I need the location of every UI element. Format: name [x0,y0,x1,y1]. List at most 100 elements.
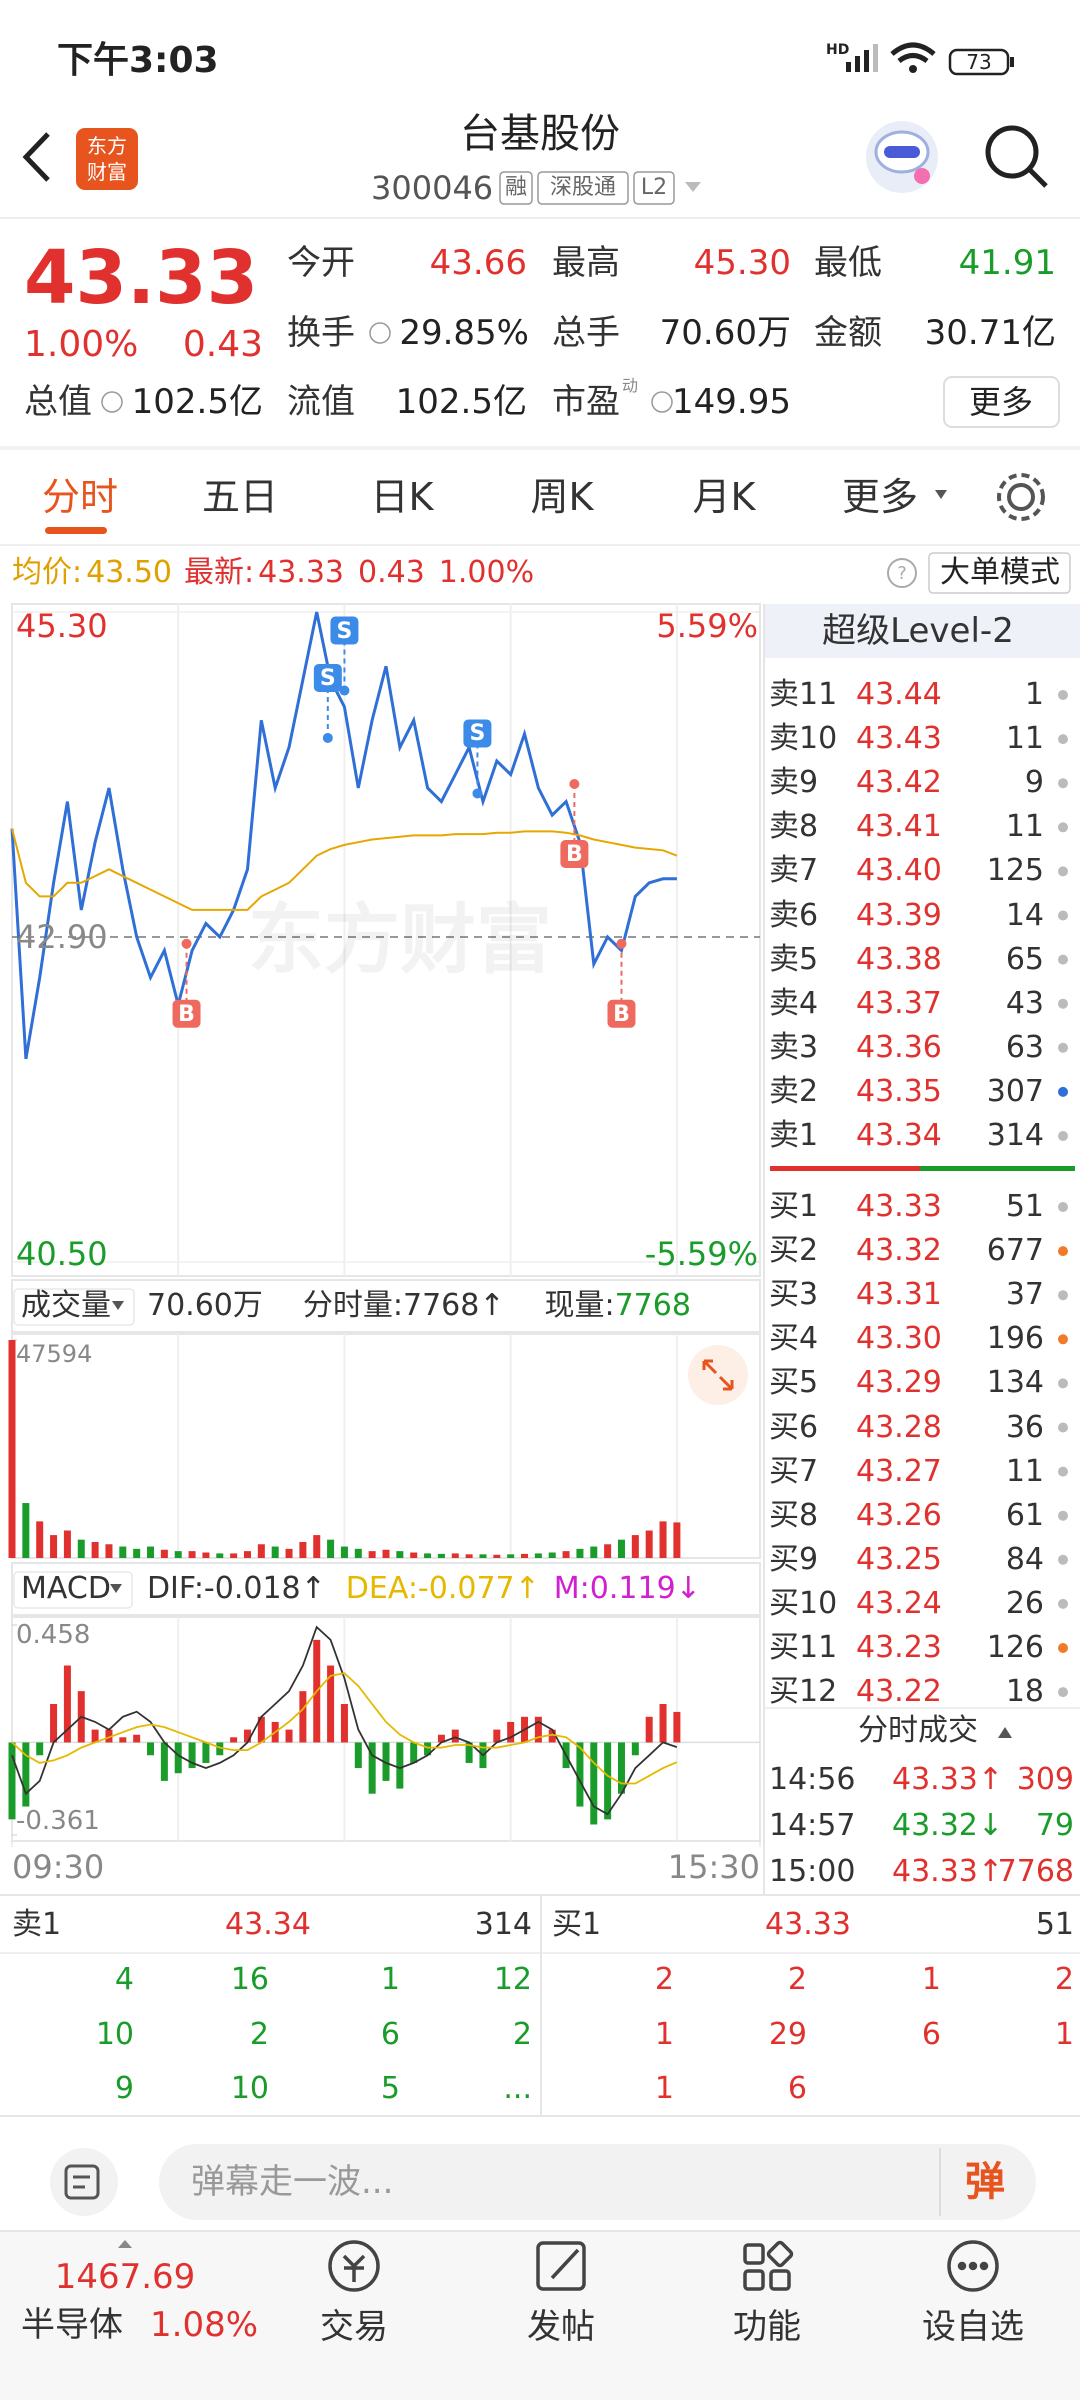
order-price: 43.43 [856,721,942,757]
order-qty: 26 [1005,1585,1044,1621]
more-button[interactable] [943,376,1060,428]
tab[interactable]: 更多 [841,475,919,519]
volume-bar [396,1551,404,1558]
comment-input[interactable] [159,2144,1036,2220]
order-qty: 11 [1005,1453,1044,1489]
tab[interactable]: 五日 [201,475,279,519]
change: 0.43 [182,324,263,365]
volume-bar [465,1554,473,1558]
order-price: 43.26 [856,1497,942,1533]
comment-placeholder[interactable]: 弹幕走一波... [191,2162,394,2202]
nav-item[interactable]: 功能 [733,2307,801,2347]
macd-bar [631,1742,639,1756]
watermark: 东方财富 [248,895,552,984]
nav-item[interactable]: 发帖 [527,2307,595,2347]
text: DEA:-0.077↑ [345,1571,540,1606]
macd-bar [105,1729,113,1743]
chart-marks [8,604,1068,1847]
nav-item[interactable]: 交易 [320,2307,388,2347]
order-dot [1058,1378,1068,1389]
macd-bar [437,1734,445,1743]
y-tick-label: -0.361 [16,1806,100,1836]
logo-text: 财富 [87,160,127,184]
queue-order: 6 [921,2016,941,2052]
queue-order: 1 [1054,2016,1074,2052]
tab[interactable]: 月K [692,475,756,519]
trade-price: 43.33↑ [892,1762,1004,1797]
volume-bar [105,1544,113,1558]
info-icons [101,322,673,413]
index-name[interactable]: 半导体 [21,2305,123,2345]
marker-label: B [565,841,583,867]
text: 43.33 [258,555,344,590]
macd-bar [119,1737,127,1743]
macd-bar [548,1729,556,1743]
help-icon[interactable] [887,558,917,588]
order-price: 43.25 [856,1541,942,1577]
order-label: 买12 [769,1674,838,1710]
order-qty: 126 [986,1630,1044,1665]
stat-label: 换手 [287,313,355,353]
tab[interactable]: 周K [530,475,594,519]
macd-bar [576,1742,584,1807]
macd-bar [382,1742,390,1781]
volume-bar [285,1548,293,1558]
stat-label: 最高 [552,243,620,283]
volume-bar [327,1539,335,1558]
more-button-text[interactable]: 更多 [968,383,1034,421]
expand-icon[interactable] [688,1345,748,1405]
queue-order: 2 [654,1962,674,1997]
order-dot [1058,866,1068,877]
queue-order: 16 [230,1962,269,1997]
order-price: 43.32 [856,1233,942,1269]
marker-box [172,999,201,1028]
macd-bar [410,1742,418,1763]
comment-icon[interactable] [50,2148,118,2216]
volume-bar [507,1554,515,1558]
index-change[interactable]: 1.08% [150,2305,259,2345]
y-tick-label: 0.458 [16,1620,91,1650]
order-price: 43.40 [856,853,942,889]
macd-bar [396,1742,404,1789]
volume-bar [50,1535,58,1558]
order-qty: 1 [1024,677,1044,712]
volume-bar [63,1530,71,1558]
volume-bar [451,1553,459,1558]
order-label: 卖3 [769,1029,819,1065]
status-time: 下午3:03 [57,40,219,81]
volume-bar [659,1521,667,1558]
price-line [10,611,677,1060]
search-icon[interactable] [985,125,1048,188]
logo [76,128,138,190]
order-price: 43.29 [856,1365,942,1401]
queue-order: 5 [380,2071,400,2106]
marker-dot [472,788,483,799]
order-label: 卖7 [769,853,819,889]
settings-icon[interactable] [997,473,1045,521]
volume-bar [645,1530,653,1558]
volume-bar [133,1548,141,1558]
robot-avatar[interactable] [866,121,938,193]
volume-bar [368,1551,376,1558]
danmaku-button[interactable]: 弹 [965,2159,1005,2205]
order-qty: 63 [1005,1029,1044,1065]
avg-price-line [11,828,678,911]
mode-label[interactable]: 大单模式 [940,555,1060,590]
queue-order: 6 [380,2016,400,2052]
order-label: 买5 [769,1365,819,1401]
index-value[interactable]: 1467.69 [54,2257,196,2297]
badge: 深股通 [549,175,617,200]
queue-order: 12 [493,1962,532,1997]
volume-bar [631,1535,639,1558]
tab[interactable]: 日K [370,475,434,519]
order-dot [1058,1086,1068,1097]
order-dot [1058,1598,1068,1609]
order-qty: 36 [1005,1409,1044,1445]
back-icon[interactable] [22,132,50,182]
battery-level: 73 [966,50,992,74]
mode-button[interactable] [928,552,1071,594]
marker-dot [616,938,627,949]
order-dot [1058,954,1068,965]
nav-item[interactable]: 设自选 [922,2307,1024,2347]
tab[interactable]: 分时 [41,475,119,519]
